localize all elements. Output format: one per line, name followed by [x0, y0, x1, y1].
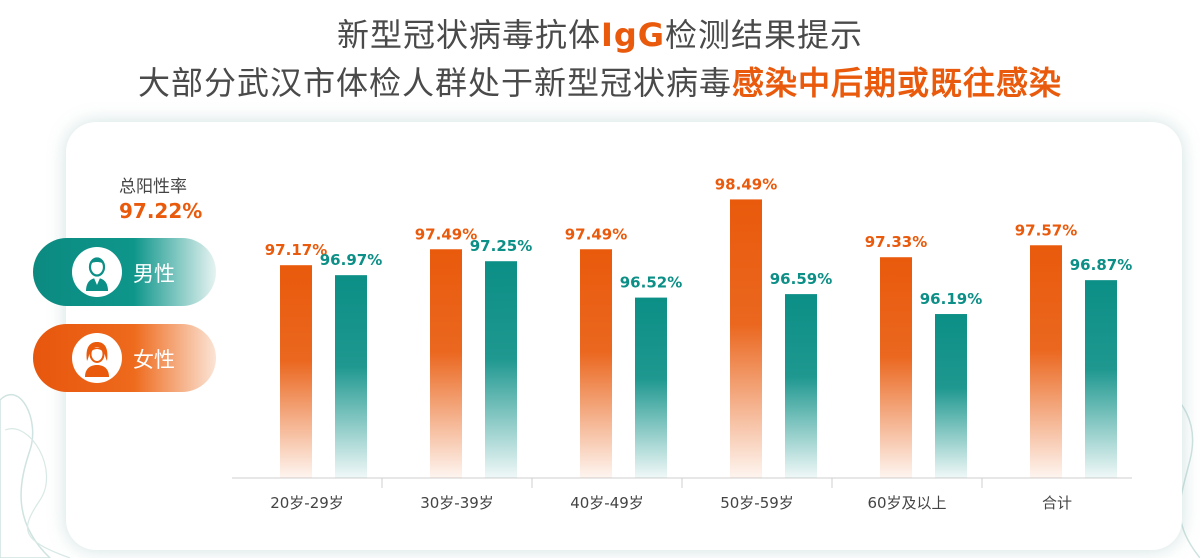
- bar-male: [635, 297, 667, 478]
- bar-female: [1030, 245, 1062, 478]
- data-label-female: 97.57%: [1015, 221, 1077, 239]
- bar-male: [785, 294, 817, 478]
- chart-card: [66, 122, 1182, 550]
- data-label-male: 96.97%: [320, 251, 382, 269]
- bar-female: [580, 249, 612, 478]
- data-label-male: 96.19%: [920, 290, 982, 308]
- male-avatar-icon: [72, 247, 122, 297]
- x-tick-label: 50岁-59岁: [720, 494, 794, 512]
- data-label-female: 98.49%: [715, 175, 777, 193]
- bar-female: [430, 249, 462, 478]
- x-tick-label: 60岁及以上: [867, 494, 946, 512]
- x-tick-label: 20岁-29岁: [270, 494, 344, 512]
- data-label-male: 96.87%: [1070, 256, 1132, 274]
- total-positive-rate-value: 97.22%: [119, 199, 203, 223]
- total-positive-rate-label: 总阳性率: [119, 177, 187, 197]
- legend-female: 女性: [33, 324, 216, 392]
- data-label-female: 97.33%: [865, 233, 927, 251]
- data-label-male: 97.25%: [470, 237, 532, 255]
- data-label-female: 97.49%: [565, 225, 627, 243]
- bar-female: [280, 265, 312, 478]
- legend-female-label: 女性: [133, 348, 175, 372]
- bar-female: [730, 199, 762, 479]
- x-tick-label: 30岁-39岁: [420, 494, 494, 512]
- x-tick-label: 40岁-49岁: [570, 494, 644, 512]
- legend-male-label: 男性: [133, 262, 175, 286]
- data-label-male: 96.59%: [770, 270, 832, 288]
- bar-male: [485, 261, 517, 478]
- female-avatar-icon: [72, 333, 122, 383]
- chart-title-line-2: 大部分武汉市体检人群处于新型冠状病毒感染中后期或既往感染: [137, 64, 1063, 102]
- data-label-female: 97.49%: [415, 225, 477, 243]
- data-label-female: 97.17%: [265, 241, 327, 259]
- bar-male: [935, 314, 967, 478]
- legend-male: 男性: [33, 238, 216, 306]
- bar-female: [880, 257, 912, 478]
- bar-male: [335, 275, 367, 478]
- chart-title-line-1: 新型冠状病毒抗体IgG检测结果提示: [336, 16, 864, 54]
- bar-male: [1085, 280, 1117, 478]
- x-tick-label: 合计: [1042, 494, 1072, 512]
- data-label-male: 96.52%: [620, 274, 682, 292]
